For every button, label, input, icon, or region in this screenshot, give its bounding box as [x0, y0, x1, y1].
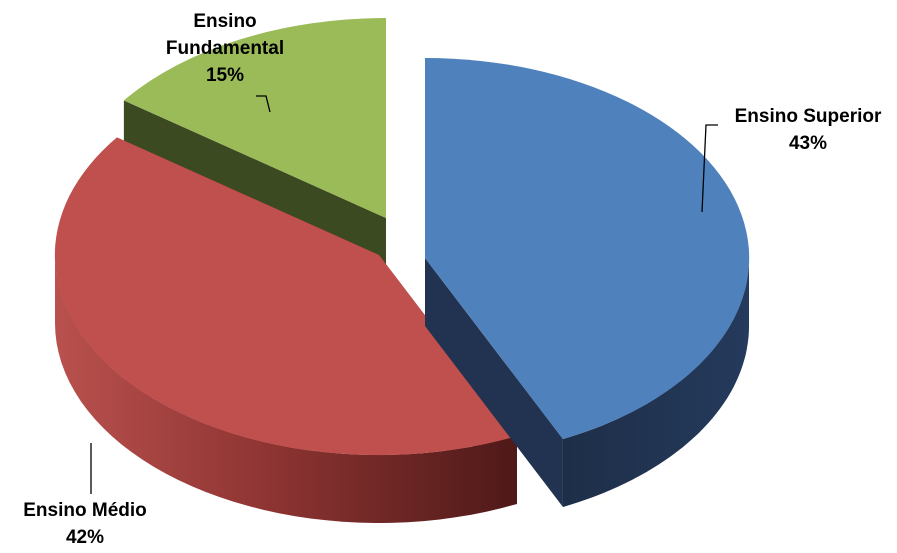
slice-name-ensino-superior: Ensino Superior [734, 106, 882, 127]
leader-line-ensino-superior [701, 124, 718, 213]
slice-wall-ensino-superior-1 [425, 258, 563, 507]
slice-label-ensino-superior: Ensino Superior 43% [718, 103, 897, 157]
slice-name-ensino-medio: Ensino Médio [23, 500, 147, 521]
slice-ensino-superior [425, 57, 750, 507]
slice-value-ensino-medio: 42% [65, 527, 105, 548]
slice-top-ensino-medio [54, 137, 518, 456]
slice-name-ensino-fundamental: Ensino Fundamental [165, 11, 285, 59]
slice-ensino-medio [54, 137, 518, 523]
slice-value-ensino-fundamental: 15% [205, 65, 245, 86]
slice-top-ensino-superior [425, 57, 750, 440]
slice-value-ensino-superior: 43% [788, 133, 828, 154]
leader-line-ensino-fundamental [256, 95, 271, 113]
slice-label-ensino-medio: Ensino Médio 42% [0, 497, 170, 551]
slice-edge-ensino-medio [55, 255, 517, 523]
slice-top-ensino-fundamental [123, 17, 387, 219]
slice-edge-ensino-superior [563, 258, 749, 507]
slice-label-ensino-fundamental: Ensino Fundamental 15% [135, 8, 315, 89]
